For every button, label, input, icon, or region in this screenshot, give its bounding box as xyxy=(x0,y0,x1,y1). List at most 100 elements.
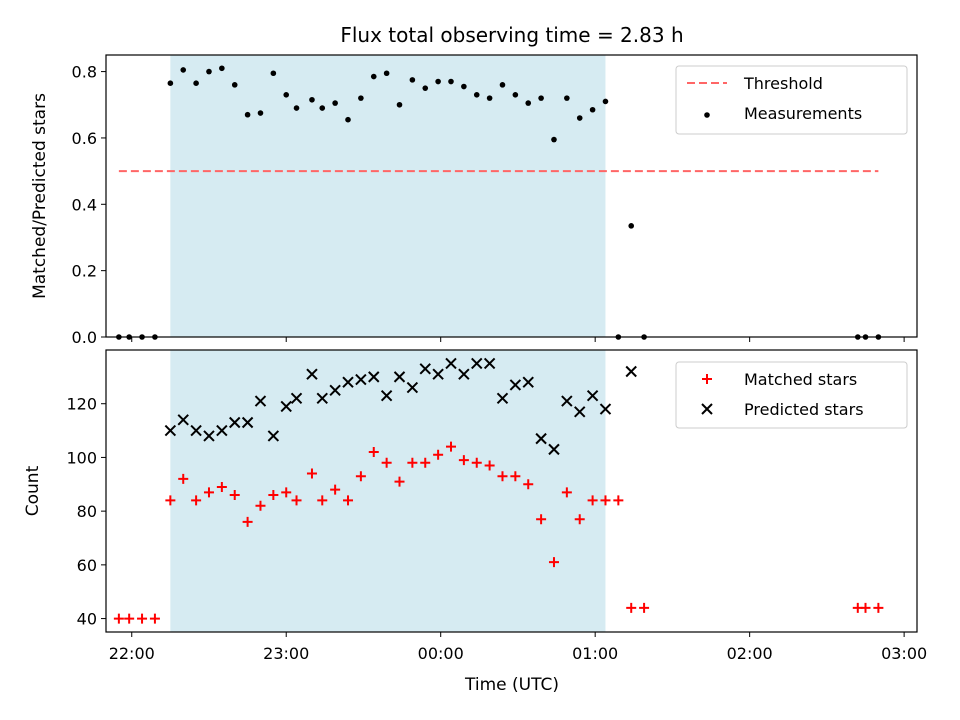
data-point xyxy=(180,67,187,73)
legend: Matched stars Predicted stars xyxy=(675,361,908,429)
data-point xyxy=(432,368,444,380)
data-point xyxy=(231,82,238,88)
chart-title: Flux total observing time = 2.83 h xyxy=(340,23,683,47)
data-point xyxy=(165,495,176,506)
data-point xyxy=(525,100,532,106)
data-point xyxy=(293,105,300,111)
data-point xyxy=(483,357,496,370)
data-point xyxy=(164,424,177,437)
data-point xyxy=(499,82,506,88)
axes-frame xyxy=(105,349,918,633)
data-point xyxy=(406,381,419,394)
x-tick-label: 01:00 xyxy=(572,644,618,663)
data-point xyxy=(317,495,328,506)
data-point xyxy=(435,78,441,85)
data-point xyxy=(191,495,202,506)
data-point xyxy=(268,490,279,501)
data-point xyxy=(510,471,521,482)
data-point xyxy=(564,95,570,101)
data-point xyxy=(561,395,573,407)
observing-span xyxy=(170,55,606,337)
data-point xyxy=(420,457,431,468)
data-point xyxy=(345,116,351,123)
data-point xyxy=(216,424,228,437)
data-point xyxy=(167,80,174,86)
data-point xyxy=(396,101,403,108)
data-point xyxy=(599,403,612,415)
legend-label: Predicted stars xyxy=(744,400,864,419)
series-matched-stars xyxy=(113,441,884,624)
data-point xyxy=(267,430,280,442)
axes-frame xyxy=(105,54,918,338)
data-point xyxy=(484,460,495,471)
data-point xyxy=(193,80,199,86)
y-tick-label: 120 xyxy=(66,395,97,414)
data-point xyxy=(329,384,341,396)
data-point xyxy=(380,389,393,402)
x-tick-label: 23:00 xyxy=(263,644,309,663)
data-point xyxy=(873,602,884,613)
count-panel: 40 60 80 100 120 22:00 23:00 00:00 01:00 02:00 03:… xyxy=(23,349,927,663)
data-point xyxy=(270,70,277,77)
x-tick-label: 03:00 xyxy=(881,644,927,663)
y-tick-label: 0.4 xyxy=(72,195,97,214)
data-point xyxy=(257,110,264,116)
data-point xyxy=(368,447,379,458)
data-point xyxy=(445,441,456,452)
data-point xyxy=(229,416,241,429)
data-point xyxy=(538,95,544,101)
x-tick-label: 02:00 xyxy=(727,644,773,663)
data-point xyxy=(381,457,392,468)
data-point xyxy=(458,368,470,380)
data-point xyxy=(394,476,405,487)
data-point xyxy=(536,514,547,525)
y-tick-label: 0.2 xyxy=(72,262,97,281)
data-point xyxy=(512,92,519,98)
data-point xyxy=(509,379,522,391)
legend: Threshold Measurements xyxy=(675,65,908,135)
data-point xyxy=(203,430,215,442)
y-tick-label: 0.0 xyxy=(72,328,97,347)
y-tick-label: 0.8 xyxy=(72,63,97,82)
data-point xyxy=(574,514,585,525)
x-axis-label: Time (UTC) xyxy=(464,675,559,695)
y-axis-label: Count xyxy=(23,465,43,516)
data-point xyxy=(342,376,354,388)
data-point xyxy=(343,495,354,506)
x-tick-label: 00:00 xyxy=(418,644,464,663)
data-point xyxy=(409,77,416,83)
data-point xyxy=(626,602,637,613)
x-tick-label: 22:00 xyxy=(109,644,155,663)
data-point xyxy=(458,455,469,466)
data-point xyxy=(190,424,202,437)
data-point xyxy=(496,392,509,405)
data-point xyxy=(433,449,444,460)
data-point xyxy=(177,414,189,426)
data-point xyxy=(358,95,364,101)
data-point xyxy=(600,495,611,506)
legend-marker xyxy=(701,403,713,415)
y-tick-label: 100 xyxy=(66,448,97,467)
data-point xyxy=(368,371,380,383)
legend-marker xyxy=(702,374,712,384)
data-point xyxy=(448,78,454,85)
data-point xyxy=(419,363,431,375)
legend-marker xyxy=(704,112,710,118)
data-point xyxy=(587,495,598,506)
data-point xyxy=(306,368,318,380)
ratio-panel: 0.0 0.2 0.4 0.6 0.8 Matched/Predicted stars Th… xyxy=(30,54,918,347)
data-point xyxy=(548,443,560,456)
data-point xyxy=(522,376,534,388)
data-point xyxy=(316,392,328,405)
data-point xyxy=(113,613,124,624)
data-point xyxy=(281,487,292,498)
data-point xyxy=(639,602,650,613)
data-point xyxy=(355,471,366,482)
data-point xyxy=(290,392,303,405)
data-point xyxy=(241,416,254,429)
data-point xyxy=(613,495,624,506)
data-point xyxy=(471,457,482,468)
data-point xyxy=(137,613,148,624)
data-point xyxy=(216,481,227,492)
